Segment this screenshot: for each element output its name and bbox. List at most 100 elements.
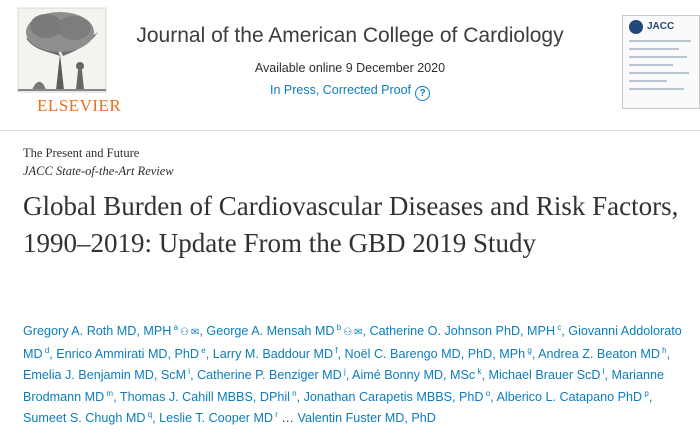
author-link[interactable]: Giovanni Addolorato MD d xyxy=(23,324,682,361)
author-name: Thomas J. Cahill MBBS, DPhil xyxy=(119,389,290,404)
author-separator: , xyxy=(337,346,345,361)
author-name: Noël C. Barengo MD, PhD, MPh xyxy=(344,346,526,361)
author-name: Andrea Z. Beaton MD xyxy=(538,346,660,361)
elsevier-logo[interactable]: ELSEVIER xyxy=(16,6,121,115)
author-name: Catherine P. Benziger MD xyxy=(197,368,342,382)
author-link[interactable]: Enrico Ammirati MD, PhD e xyxy=(56,345,206,361)
author-name: George A. Mensah MD xyxy=(206,324,335,338)
cover-line xyxy=(629,56,687,58)
author-separator: , xyxy=(561,324,569,338)
status-row: In Press, Corrected Proof? xyxy=(0,83,700,101)
author-link[interactable]: Sumeet S. Chugh MD q xyxy=(23,409,153,425)
author-link[interactable]: Noël C. Barengo MD, PhD, MPh g xyxy=(344,345,532,361)
author-separator: … xyxy=(277,411,298,425)
cover-line xyxy=(629,72,689,74)
person-icon[interactable]: ⚇ xyxy=(180,327,190,338)
author-link[interactable]: Aimé Bonny MD, MSc k xyxy=(352,366,482,382)
affiliation-marker[interactable]: i xyxy=(186,366,191,376)
author-name: Emelia J. Benjamin MD, ScM xyxy=(23,368,187,382)
affiliation-marker[interactable]: p xyxy=(642,388,649,398)
author-link[interactable]: Andrea Z. Beaton MD h xyxy=(538,345,667,361)
author-link[interactable]: Alberico L. Catapano PhD p xyxy=(497,388,649,404)
author-separator: , xyxy=(199,324,207,338)
header-divider xyxy=(0,130,700,131)
author-link[interactable]: Catherine P. Benziger MD j xyxy=(197,366,346,382)
cover-label: JACC xyxy=(647,21,675,32)
author-separator: , xyxy=(152,411,160,425)
cover-seal-icon xyxy=(629,20,643,34)
affiliation-marker[interactable]: m xyxy=(104,388,114,398)
author-name: Larry M. Baddour MD xyxy=(212,346,334,361)
affiliation-marker[interactable]: h xyxy=(659,345,667,355)
author-separator: , xyxy=(604,368,612,382)
status-link[interactable]: In Press, Corrected Proof xyxy=(269,83,412,97)
author-link[interactable]: Valentin Fuster MD, PhD xyxy=(298,411,436,425)
affiliation-marker[interactable]: a xyxy=(171,322,179,332)
affiliation-marker[interactable]: k xyxy=(475,366,482,376)
affiliation-marker[interactable]: b xyxy=(334,322,342,332)
author-separator: , xyxy=(481,368,489,382)
author-separator: , xyxy=(345,368,353,382)
journal-title[interactable]: Journal of the American College of Cardi… xyxy=(136,24,564,47)
author-separator: , xyxy=(362,324,370,338)
affiliation-marker[interactable]: q xyxy=(145,409,153,419)
availability-date: Available online 9 December 2020 xyxy=(254,61,446,75)
affiliation-marker[interactable]: o xyxy=(483,388,491,398)
author-link[interactable]: Leslie T. Cooper MD r xyxy=(159,409,278,425)
author-link[interactable]: Catherine O. Johnson PhD, MPH c xyxy=(369,322,562,338)
author-link[interactable]: Gregory A. Roth MD, MPH a ⚇ ✉ xyxy=(23,322,200,338)
affiliation-marker[interactable]: j xyxy=(341,366,346,376)
author-name: Michael Brauer ScD xyxy=(488,368,601,382)
affiliation-marker[interactable]: f xyxy=(333,345,338,355)
author-separator: , xyxy=(490,389,497,404)
author-separator: , xyxy=(190,368,198,382)
author-separator: , xyxy=(205,346,213,361)
affiliation-marker[interactable]: r xyxy=(273,409,278,419)
author-link[interactable]: George A. Mensah MD b ⚇ ✉ xyxy=(206,322,363,338)
publisher-name: ELSEVIER xyxy=(37,96,122,115)
affiliation-marker[interactable]: d xyxy=(42,345,50,355)
author-separator: , xyxy=(531,346,539,361)
series-label: The Present and Future xyxy=(23,146,140,160)
person-icon[interactable]: ⚇ xyxy=(343,327,353,338)
affiliation-marker[interactable]: c xyxy=(555,322,562,332)
author-separator: , xyxy=(49,346,57,361)
affiliation-marker[interactable]: n xyxy=(289,388,297,398)
help-icon[interactable]: ? xyxy=(415,86,431,101)
mail-icon[interactable]: ✉ xyxy=(354,327,363,338)
author-link[interactable]: Michael Brauer ScD l xyxy=(488,366,605,382)
mail-icon[interactable]: ✉ xyxy=(191,327,200,338)
affiliation-marker[interactable]: l xyxy=(600,366,605,376)
author-separator: , xyxy=(666,346,671,361)
author-link[interactable]: Larry M. Baddour MD f xyxy=(212,345,338,361)
cover-line xyxy=(629,88,684,90)
cover-line xyxy=(629,40,691,42)
author-separator: , xyxy=(296,389,304,404)
cover-line xyxy=(629,64,673,66)
author-link[interactable]: Jonathan Carapetis MBBS, PhD o xyxy=(303,388,491,404)
author-list: Gregory A. Roth MD, MPH a ⚇ ✉, George A. M… xyxy=(23,321,688,430)
author-name: Aimé Bonny MD, MSc xyxy=(352,368,476,382)
review-type-label: JACC State-of-the-Art Review xyxy=(23,164,174,178)
author-separator: , xyxy=(648,389,653,404)
cover-line xyxy=(629,80,667,82)
elsevier-tree-icon xyxy=(17,7,107,93)
author-name: Giovanni Addolorato MD xyxy=(23,324,682,361)
author-name: Gregory A. Roth MD, MPH xyxy=(23,324,172,338)
journal-cover-thumbnail[interactable]: JACC xyxy=(622,15,700,109)
author-link[interactable]: Emelia J. Benjamin MD, ScM i xyxy=(23,366,191,382)
author-name: Enrico Ammirati MD, PhD xyxy=(56,346,200,361)
author-name: Sumeet S. Chugh MD xyxy=(23,411,146,425)
affiliation-marker[interactable]: g xyxy=(525,345,532,355)
author-link[interactable]: Marianne Brodmann MD m xyxy=(23,368,664,404)
author-name: Valentin Fuster MD, PhD xyxy=(297,411,436,425)
affiliation-marker[interactable]: e xyxy=(199,345,206,355)
cover-line xyxy=(629,48,679,50)
author-separator: , xyxy=(113,389,120,404)
author-name: Marianne Brodmann MD xyxy=(23,368,664,404)
author-name: Catherine O. Johnson PhD, MPH xyxy=(369,324,556,338)
author-name: Leslie T. Cooper MD xyxy=(159,411,274,425)
author-name: Jonathan Carapetis MBBS, PhD xyxy=(303,389,484,404)
article-header: ELSEVIER Journal of the American College… xyxy=(0,0,700,128)
author-link[interactable]: Thomas J. Cahill MBBS, DPhil n xyxy=(119,388,297,404)
